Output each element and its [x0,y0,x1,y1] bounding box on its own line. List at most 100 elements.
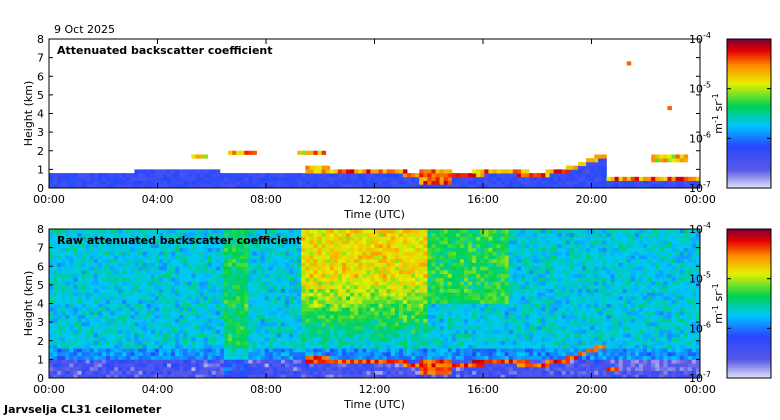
heatmap-cell [382,255,388,260]
heatmap-cell [69,292,74,297]
heatmap-cell [443,288,449,293]
heatmap-cell [333,243,339,249]
heatmap-cell [219,303,225,308]
heatmap-cell [325,229,331,234]
heatmap-cell [305,355,310,360]
heatmap-cell [146,269,152,275]
heatmap-cell [146,281,152,286]
heatmap-cell [162,277,168,282]
heatmap-cell [402,363,408,368]
heatmap-cell [97,173,103,178]
heatmap-cell [154,292,160,297]
heatmap-cell [297,251,302,256]
heatmap-cell [175,169,180,174]
heatmap-cell [183,173,188,178]
y-axis-label: Height (km) [22,81,35,147]
heatmap-cell [346,180,351,185]
heatmap-cell [260,299,266,304]
heatmap-cell [264,229,270,234]
heatmap-cell [390,273,396,278]
heatmap-cell [659,158,664,163]
heatmap-cell [354,173,359,178]
colorbar-step [727,76,771,80]
heatmap-cell [130,288,135,293]
heatmap-cell [122,292,127,297]
heatmap-cell [215,344,221,349]
heatmap-cell [378,344,384,349]
heatmap-cell [114,251,119,256]
heatmap-cell [85,247,91,252]
heatmap-cell [272,173,278,178]
heatmap-cell [394,229,400,234]
heatmap-cell [451,240,457,245]
heatmap-cell [459,251,465,256]
heatmap-cell [350,370,355,375]
heatmap-cell [126,318,131,323]
heatmap-cell [443,184,449,189]
heatmap-cell [49,337,54,342]
heatmap-cell [240,366,245,371]
heatmap-cell [264,355,270,360]
heatmap-cell [154,322,160,327]
heatmap-cell [53,255,58,260]
heatmap-cell [289,273,294,278]
heatmap-cell [411,337,416,342]
heatmap-cell [284,266,290,271]
heatmap-cell [443,176,449,181]
heatmap-cell [110,288,115,293]
heatmap-cell [122,355,127,360]
heatmap-cell [305,165,310,170]
heatmap-cell [280,322,286,327]
heatmap-cell [439,277,445,282]
heatmap-cell [317,243,323,249]
heatmap-cell [142,273,148,278]
heatmap-cell [317,299,323,304]
heatmap-cell [130,255,135,260]
heatmap-cell [329,292,335,297]
heatmap-cell [329,370,335,375]
heatmap-cell [118,296,123,301]
heatmap-cell [215,340,221,345]
heatmap-cell [289,340,294,345]
heatmap-cell [272,374,278,379]
heatmap-cell [69,325,74,330]
heatmap-cell [529,180,534,185]
heatmap-cell [366,296,371,301]
heatmap-cell [211,299,217,304]
heatmap-cell [309,269,314,275]
heatmap-cell [419,340,424,345]
heatmap-cell [248,366,253,371]
heatmap-cell [260,292,266,297]
heatmap-cell [211,288,217,293]
heatmap-cell [431,307,436,312]
heatmap-cell [366,281,371,286]
heatmap-cell [223,255,229,260]
heatmap-cell [240,351,245,357]
heatmap-cell [358,337,363,342]
heatmap-cell [415,344,420,349]
heatmap-cell [179,184,184,189]
heatmap-cell [215,310,221,316]
heatmap-cell [333,370,339,375]
heatmap-cell [419,255,424,260]
heatmap-cell [199,370,205,375]
heatmap-cell [362,292,367,297]
heatmap-cell [175,258,180,263]
heatmap-cell [89,292,95,297]
heatmap-cell [309,333,314,338]
heatmap-cell [69,173,74,178]
heatmap-cell [57,255,62,260]
heatmap-cell [195,359,200,364]
heatmap-cell [346,299,351,304]
heatmap-cell [240,184,245,189]
heatmap-cell [394,273,400,278]
heatmap-cell [333,322,339,327]
heatmap-cell [512,180,518,185]
heatmap-cell [386,351,392,357]
heatmap-cell [81,325,87,330]
heatmap-cell [252,340,257,345]
heatmap-cell [407,258,412,263]
heatmap-cell [431,243,436,249]
heatmap-cell [130,303,135,308]
heatmap-cell [451,348,457,353]
